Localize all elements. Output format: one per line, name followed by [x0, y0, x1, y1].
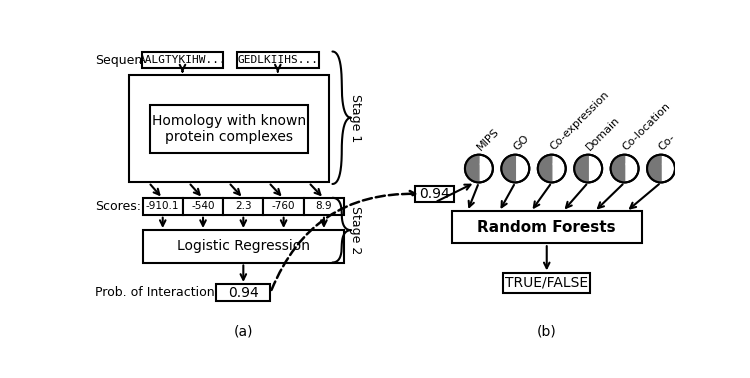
Text: (b): (b)	[537, 324, 556, 338]
FancyBboxPatch shape	[129, 74, 328, 183]
Text: Random Forests: Random Forests	[478, 220, 616, 235]
Text: Co-location: Co-location	[621, 101, 672, 152]
Text: 0.94: 0.94	[228, 285, 259, 299]
Circle shape	[574, 155, 602, 183]
Text: GEDLKIIHS...: GEDLKIIHS...	[237, 55, 318, 65]
Polygon shape	[647, 155, 661, 183]
Text: -760: -760	[272, 201, 296, 211]
Polygon shape	[574, 155, 588, 183]
Text: 0.94: 0.94	[419, 187, 450, 201]
Text: TRUE/FALSE: TRUE/FALSE	[506, 276, 588, 290]
Text: Homology with known
protein complexes: Homology with known protein complexes	[152, 114, 306, 144]
Polygon shape	[538, 155, 552, 183]
Text: Stage 2: Stage 2	[350, 206, 362, 254]
Ellipse shape	[590, 163, 595, 166]
Text: GO: GO	[512, 133, 531, 152]
Ellipse shape	[662, 163, 668, 166]
Ellipse shape	[517, 163, 522, 166]
FancyBboxPatch shape	[304, 198, 344, 215]
FancyBboxPatch shape	[224, 198, 263, 215]
Polygon shape	[610, 155, 625, 183]
Text: 2.3: 2.3	[235, 201, 252, 211]
FancyBboxPatch shape	[452, 211, 642, 243]
Text: 8.9: 8.9	[316, 201, 332, 211]
Text: Scores:: Scores:	[95, 200, 141, 213]
Text: Sequences:: Sequences:	[95, 54, 168, 67]
Ellipse shape	[481, 163, 485, 166]
Text: Domain: Domain	[584, 115, 622, 152]
FancyBboxPatch shape	[416, 186, 454, 203]
FancyBboxPatch shape	[263, 198, 304, 215]
Circle shape	[610, 155, 638, 183]
Text: Co-expression: Co-expression	[548, 90, 610, 152]
Polygon shape	[465, 155, 479, 183]
FancyBboxPatch shape	[142, 198, 183, 215]
Circle shape	[647, 155, 675, 183]
Ellipse shape	[626, 163, 631, 166]
FancyBboxPatch shape	[142, 230, 344, 262]
FancyBboxPatch shape	[216, 284, 271, 301]
Text: (a): (a)	[233, 324, 253, 338]
Ellipse shape	[554, 163, 558, 166]
Polygon shape	[502, 155, 515, 183]
FancyBboxPatch shape	[183, 198, 224, 215]
FancyBboxPatch shape	[142, 51, 224, 68]
FancyBboxPatch shape	[503, 273, 590, 293]
Circle shape	[502, 155, 530, 183]
Text: -910.1: -910.1	[146, 201, 179, 211]
Text: Stage 1: Stage 1	[350, 94, 362, 142]
Circle shape	[465, 155, 493, 183]
Text: Prob. of Interaction: Prob. of Interaction	[95, 286, 215, 299]
Text: AALGTYKIHW...: AALGTYKIHW...	[139, 55, 226, 65]
Circle shape	[538, 155, 566, 183]
FancyBboxPatch shape	[149, 105, 308, 153]
Text: -540: -540	[191, 201, 214, 211]
FancyBboxPatch shape	[237, 51, 319, 68]
Text: Co-: Co-	[657, 132, 677, 152]
Text: MIPS: MIPS	[475, 126, 501, 152]
Text: Logistic Regression: Logistic Regression	[177, 239, 310, 253]
